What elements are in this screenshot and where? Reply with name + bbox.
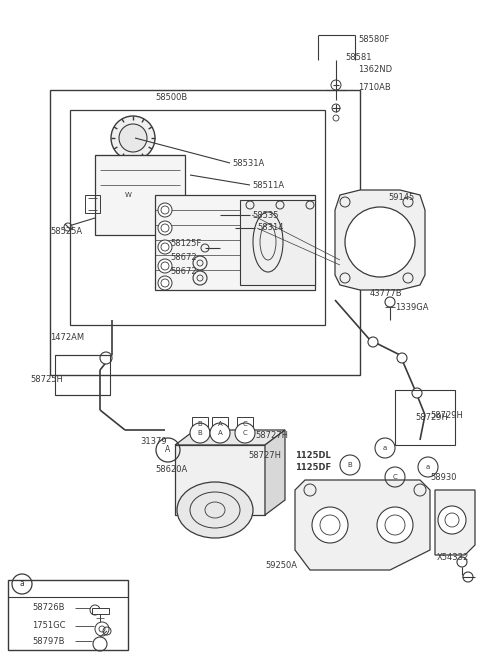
Text: C: C [242, 421, 247, 427]
Text: 1339GA: 1339GA [395, 302, 429, 312]
Polygon shape [265, 430, 285, 515]
Text: 1472AM: 1472AM [50, 333, 84, 342]
Bar [240, 200, 315, 285]
Circle shape [210, 423, 230, 443]
Bar [85, 195, 100, 213]
Text: 58525A: 58525A [50, 228, 82, 237]
Text: 1362ND: 1362ND [358, 66, 392, 75]
Text: 58797B: 58797B [32, 636, 64, 646]
Text: 58729H: 58729H [430, 411, 463, 419]
Text: 58727H: 58727H [255, 430, 288, 440]
Text: A: A [217, 430, 222, 436]
Bar [212, 417, 228, 432]
Text: 58535: 58535 [252, 211, 278, 220]
Polygon shape [295, 480, 430, 570]
Circle shape [235, 423, 255, 443]
Circle shape [158, 203, 172, 217]
Circle shape [377, 507, 413, 543]
Circle shape [438, 506, 466, 534]
Bar [175, 445, 265, 515]
Text: 58511A: 58511A [252, 180, 284, 190]
Text: 1125DF: 1125DF [295, 464, 331, 472]
Bar [50, 90, 360, 375]
Circle shape [190, 423, 210, 443]
Circle shape [158, 276, 172, 290]
Text: 58581: 58581 [345, 54, 372, 62]
Text: A: A [166, 445, 170, 455]
Text: a: a [20, 579, 24, 588]
Bar [92, 608, 109, 614]
Text: B: B [348, 462, 352, 468]
Text: C: C [242, 430, 247, 436]
Text: a: a [383, 445, 387, 451]
Text: B: B [198, 430, 203, 436]
Bar [237, 417, 253, 432]
Polygon shape [175, 430, 285, 445]
Bar [55, 355, 110, 395]
Polygon shape [335, 190, 425, 290]
Text: 1751GC: 1751GC [32, 621, 65, 630]
Bar [8, 580, 128, 650]
Text: 31379: 31379 [140, 438, 167, 447]
Circle shape [368, 337, 378, 347]
Text: 58672: 58672 [170, 268, 197, 276]
Circle shape [345, 207, 415, 277]
Text: 58727H: 58727H [248, 451, 281, 459]
Circle shape [158, 240, 172, 254]
Text: 58725H: 58725H [30, 375, 63, 384]
Text: 1710AB: 1710AB [358, 83, 391, 92]
Circle shape [312, 507, 348, 543]
Ellipse shape [177, 482, 253, 538]
Text: A: A [217, 421, 222, 427]
Text: C: C [393, 474, 397, 480]
Text: 58531A: 58531A [232, 159, 264, 167]
Text: 58314: 58314 [257, 224, 284, 232]
Circle shape [158, 221, 172, 235]
Text: 58620A: 58620A [155, 466, 187, 474]
Circle shape [397, 353, 407, 363]
Polygon shape [435, 490, 475, 555]
Circle shape [158, 259, 172, 273]
Text: a: a [426, 464, 430, 470]
Text: 43777B: 43777B [370, 289, 403, 298]
Text: 58125F: 58125F [170, 239, 201, 247]
Circle shape [119, 124, 147, 152]
Text: B: B [198, 421, 203, 427]
Text: 58500B: 58500B [155, 92, 187, 102]
Bar [395, 390, 455, 445]
Text: 58580F: 58580F [358, 35, 389, 45]
Bar [192, 417, 208, 432]
Bar [95, 155, 185, 235]
Text: X54332: X54332 [437, 554, 469, 562]
Bar [70, 110, 325, 325]
Text: 58729H: 58729H [415, 413, 448, 422]
Text: 58930: 58930 [430, 474, 456, 483]
Text: 58726B: 58726B [32, 604, 64, 613]
Circle shape [111, 116, 155, 160]
Text: 59145: 59145 [388, 192, 414, 201]
Circle shape [412, 388, 422, 398]
Text: 58672: 58672 [170, 253, 197, 262]
Circle shape [100, 352, 112, 364]
Text: 1125DL: 1125DL [295, 451, 331, 459]
Text: 59250A: 59250A [265, 560, 297, 569]
Bar [155, 195, 315, 290]
Text: W: W [125, 192, 132, 198]
